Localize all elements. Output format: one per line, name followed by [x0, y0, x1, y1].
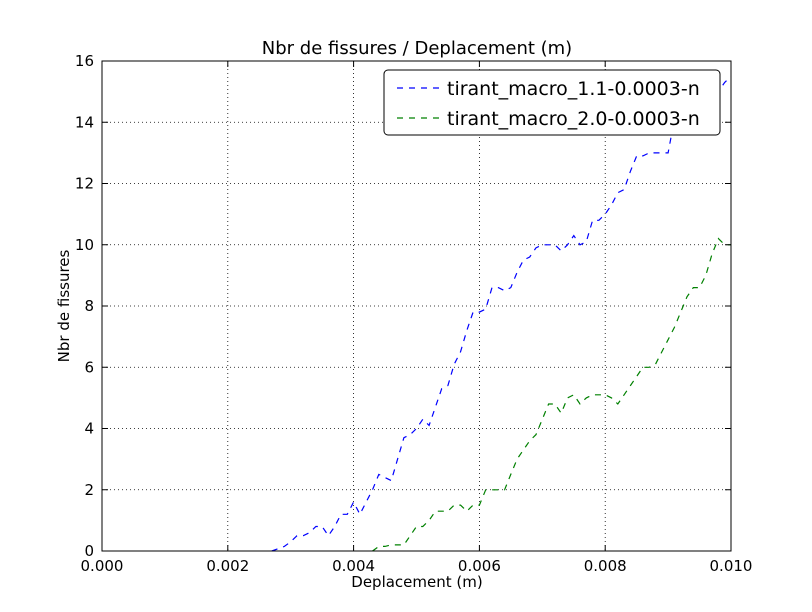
ticks: [101, 60, 732, 552]
legend-label-series-2: tirant_macro_2.0-0.0003-n: [447, 108, 700, 130]
x-tick-label: 0.010: [710, 557, 753, 575]
series-line-1: [271, 75, 732, 552]
y-tick-label: 2: [84, 481, 94, 499]
y-tick-label: 4: [84, 420, 94, 438]
x-tick-label: 0.004: [332, 557, 375, 575]
x-tick-label: 0.008: [584, 557, 627, 575]
x-tick-label: 0.002: [206, 557, 249, 575]
y-tick-label: 0: [84, 542, 94, 560]
x-tick-label: 0.006: [458, 557, 501, 575]
y-tick-label: 8: [84, 297, 94, 315]
y-tick-label: 14: [75, 113, 94, 131]
y-tick-labels: 0 2 4 6 8 10 12 14 16: [75, 52, 94, 560]
series-group: [271, 75, 732, 552]
legend-label-series-1: tirant_macro_1.1-0.0003-n: [447, 78, 700, 100]
y-tick-label: 12: [75, 175, 94, 193]
series-line-2: [372, 237, 731, 552]
y-tick-label: 16: [75, 52, 94, 70]
y-axis-label: Nbr de fissures: [55, 249, 73, 362]
x-tick-labels: 0.000 0.002 0.004 0.006 0.008 0.010: [81, 557, 753, 575]
legend-box: [383, 69, 721, 136]
legend: tirant_macro_1.1-0.0003-n tirant_macro_2…: [383, 69, 721, 136]
y-tick-label: 6: [84, 358, 94, 376]
x-axis-label: Deplacement (m): [351, 573, 482, 591]
y-tick-label: 10: [75, 236, 94, 254]
x-tick-label: 0.000: [81, 557, 124, 575]
chart-title: Nbr de fissures / Deplacement (m): [262, 38, 572, 59]
